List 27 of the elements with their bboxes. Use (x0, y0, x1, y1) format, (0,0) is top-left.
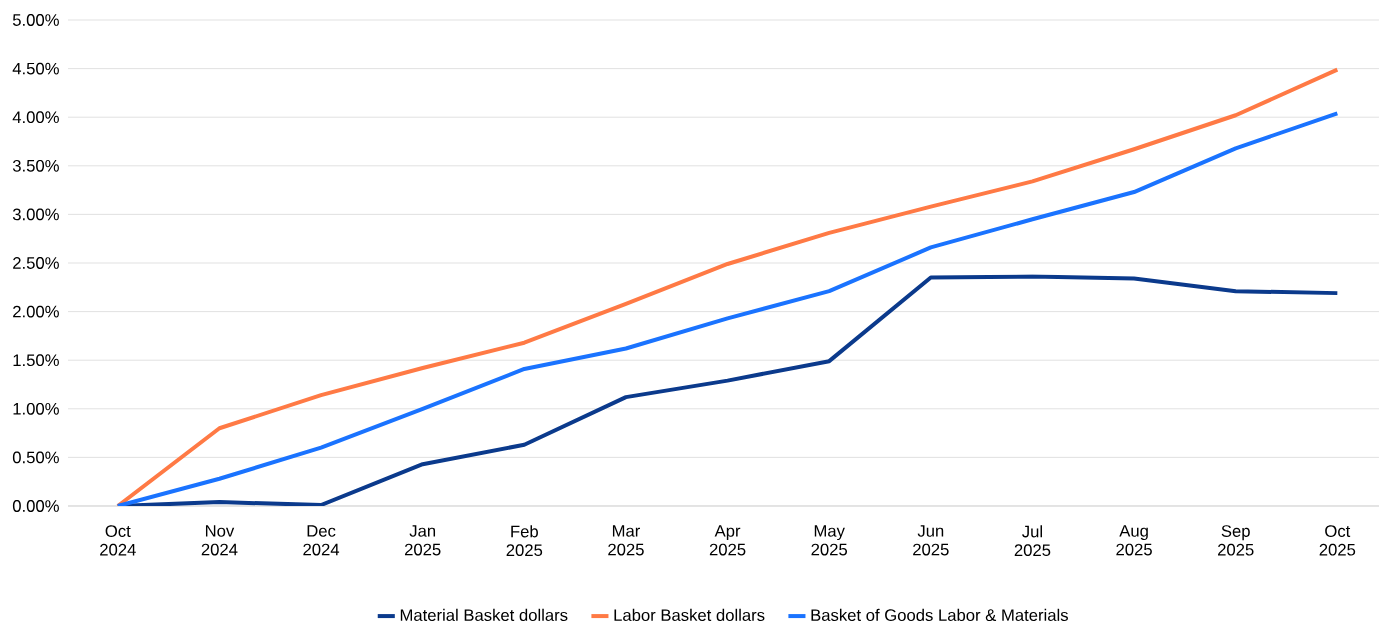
x-tick-label: Nov 2024 (201, 525, 238, 556)
y-tick-label: 2.50% (13, 257, 59, 269)
x-tick-label: May 2025 (811, 525, 848, 556)
x-tick-label: Sep 2025 (1218, 525, 1254, 556)
y-tick-label: 2.00% (13, 305, 59, 318)
x-tick-label: Dec 2024 (303, 525, 340, 556)
y-tick-label: 4.50% (12, 62, 59, 75)
y-tick-label: 3.00% (12, 208, 59, 221)
legend-label: Material Basket dollars (400, 608, 568, 622)
y-tick-label: 1.00% (13, 402, 59, 415)
x-tick-label: Jan 2025 (404, 525, 441, 556)
x-tick-label: Oct 2025 (1319, 525, 1356, 556)
y-tick-label: 1.50% (13, 354, 59, 367)
y-tick-label: 3.50% (12, 159, 59, 172)
x-tick-label: Jun 2025 (913, 525, 949, 556)
x-tick-label: Aug 2025 (1116, 525, 1152, 556)
x-tick-label: Apr 2025 (709, 525, 746, 556)
x-tick-label: Jul 2025 (1014, 525, 1051, 557)
y-tick-label: 0.50% (12, 451, 59, 464)
legend-label: Labor Basket dollars (614, 608, 765, 622)
x-tick-label: Feb 2025 (506, 525, 543, 557)
x-tick-label: Mar 2025 (608, 525, 644, 556)
x-tick-label: Oct 2024 (100, 525, 136, 556)
y-tick-label: 0.00% (12, 500, 59, 512)
legend-label: Basket of Goods Labor & Materials (811, 608, 1068, 622)
y-tick-label: 5.00% (12, 14, 59, 26)
y-tick-label: 4.00% (12, 111, 59, 124)
